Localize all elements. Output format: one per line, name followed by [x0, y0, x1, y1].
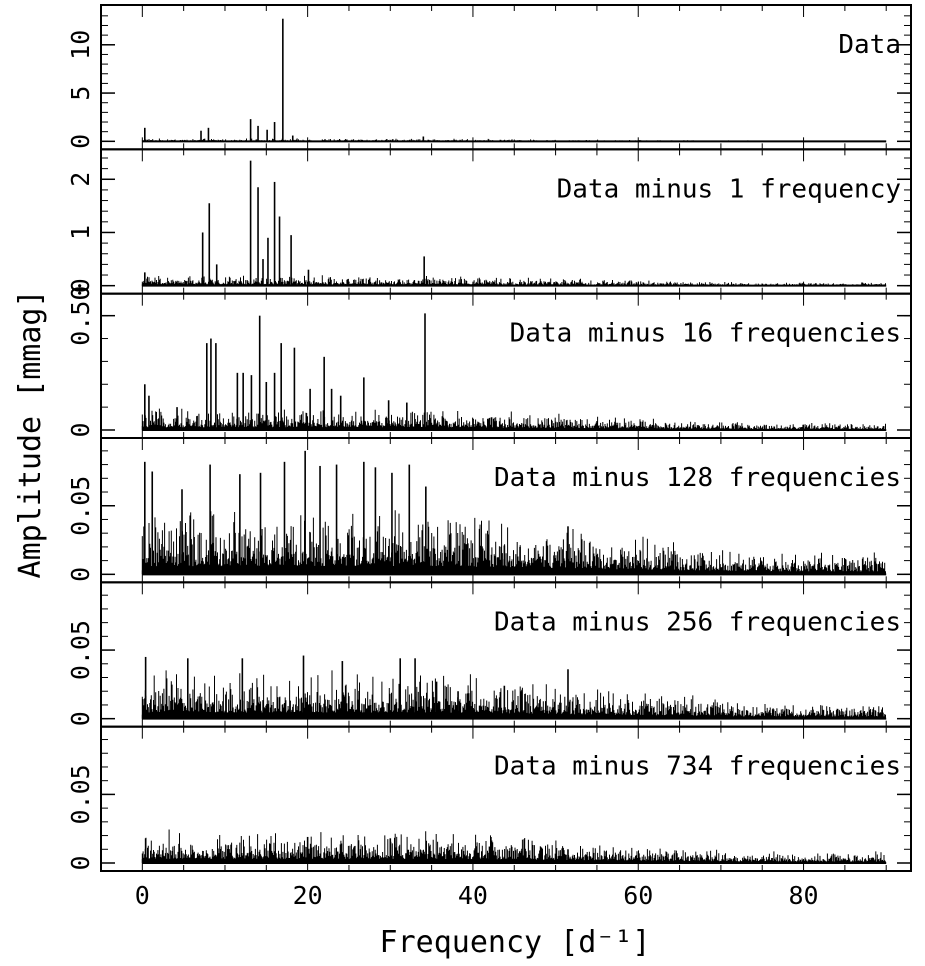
panel-6: 0 0.05 Data minus 734 frequencies	[66, 725, 912, 873]
panel-3: 0 0.50 Data minus 16 frequencies	[66, 286, 912, 439]
noise-spectrum	[141, 829, 886, 863]
panel-frame	[100, 148, 912, 295]
y-tick-label: 5	[66, 86, 95, 101]
y-tick-label: 0.05	[66, 476, 95, 536]
y-tick-label: 0.05	[66, 620, 95, 680]
noise-spectrum	[141, 408, 886, 430]
y-tick-label: 0	[66, 134, 95, 149]
x-tick-label: 0	[135, 881, 150, 910]
panel-frame	[100, 4, 912, 151]
y-tick-label: 1	[66, 225, 95, 240]
y-tick-label: 0.50	[66, 286, 95, 346]
y-tick-label: 0	[66, 422, 95, 437]
x-tick-label: 80	[788, 881, 818, 910]
noise-spectrum	[141, 510, 886, 575]
panel-title: Data minus 128 frequencies	[494, 463, 901, 493]
panel-5: 0 0.05 Data minus 256 frequencies	[66, 581, 912, 728]
x-axis: 0 20 40 60 80	[135, 881, 819, 910]
panel-1: 0 5 10 Data	[66, 4, 912, 151]
panel-4: 0 0.05 Data minus 128 frequencies	[66, 437, 912, 584]
x-axis-label: Frequency [d⁻¹]	[380, 925, 651, 960]
panel-2: 0 1 2 Data minus 1 frequency	[66, 148, 912, 295]
y-tick-label: 0	[66, 711, 95, 726]
y-tick-label: 0	[66, 855, 95, 870]
noise-spectrum	[141, 670, 886, 719]
y-tick-label: 0.05	[66, 764, 95, 824]
panel-title: Data minus 734 frequencies	[494, 752, 901, 782]
panel-title: Data minus 16 frequencies	[510, 319, 901, 349]
x-tick-label: 60	[623, 881, 653, 910]
y-axis-label: Amplitude [mmag]	[13, 290, 48, 579]
y-tick-label: 2	[66, 172, 95, 187]
noise-spectrum	[141, 275, 886, 286]
panel-title: Data minus 256 frequencies	[494, 607, 901, 637]
panel-title: Data	[838, 30, 901, 60]
panel-title: Data minus 1 frequency	[557, 174, 901, 204]
panel-frame	[100, 725, 912, 873]
y-tick-label: 10	[66, 30, 95, 60]
x-tick-label: 40	[458, 881, 488, 910]
x-tick-label: 20	[293, 881, 323, 910]
panel-frame	[100, 292, 912, 439]
y-tick-label: 0	[66, 278, 95, 293]
y-tick-label: 0	[66, 567, 95, 582]
